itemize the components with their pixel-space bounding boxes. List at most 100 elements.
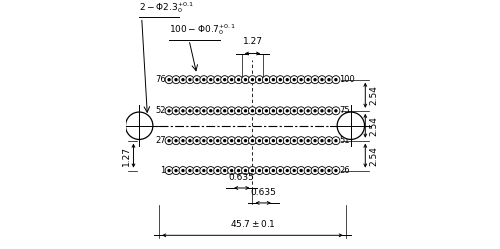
Circle shape: [228, 167, 235, 175]
Circle shape: [300, 170, 302, 172]
Circle shape: [328, 110, 330, 112]
Text: 26: 26: [339, 166, 350, 175]
Circle shape: [258, 110, 260, 112]
Circle shape: [314, 170, 316, 172]
Circle shape: [214, 137, 222, 145]
Circle shape: [214, 107, 222, 115]
Circle shape: [284, 76, 291, 84]
Circle shape: [228, 137, 235, 145]
Circle shape: [290, 107, 298, 115]
Text: $2-\Phi2.3^{+0.1}_{0}$: $2-\Phi2.3^{+0.1}_{0}$: [139, 0, 194, 15]
Circle shape: [244, 140, 246, 142]
Circle shape: [262, 167, 270, 175]
Circle shape: [262, 107, 270, 115]
Text: 1: 1: [160, 166, 166, 175]
Circle shape: [234, 76, 242, 84]
Circle shape: [293, 140, 295, 142]
Circle shape: [182, 110, 184, 112]
Circle shape: [196, 140, 198, 142]
Circle shape: [189, 170, 191, 172]
Circle shape: [214, 167, 222, 175]
Circle shape: [300, 79, 302, 81]
Circle shape: [165, 76, 173, 84]
Circle shape: [252, 110, 254, 112]
Circle shape: [293, 110, 295, 112]
Circle shape: [325, 76, 333, 84]
Circle shape: [311, 107, 319, 115]
Circle shape: [293, 79, 295, 81]
Circle shape: [258, 79, 260, 81]
Circle shape: [196, 170, 198, 172]
Circle shape: [238, 140, 240, 142]
Circle shape: [220, 167, 228, 175]
Circle shape: [252, 79, 254, 81]
Circle shape: [297, 107, 305, 115]
Circle shape: [216, 140, 218, 142]
Circle shape: [266, 79, 268, 81]
Text: 51: 51: [339, 136, 349, 145]
Circle shape: [272, 140, 274, 142]
Circle shape: [280, 79, 281, 81]
Circle shape: [280, 110, 281, 112]
Circle shape: [266, 110, 268, 112]
Circle shape: [207, 76, 215, 84]
Circle shape: [242, 167, 250, 175]
Circle shape: [230, 110, 232, 112]
Circle shape: [256, 137, 264, 145]
Circle shape: [203, 110, 205, 112]
Text: 100: 100: [339, 75, 355, 84]
Circle shape: [210, 140, 212, 142]
Circle shape: [272, 170, 274, 172]
Circle shape: [238, 170, 240, 172]
Circle shape: [244, 170, 246, 172]
Circle shape: [248, 137, 256, 145]
Circle shape: [172, 167, 180, 175]
Circle shape: [332, 167, 340, 175]
Circle shape: [272, 79, 274, 81]
Circle shape: [175, 79, 177, 81]
Circle shape: [314, 79, 316, 81]
Circle shape: [321, 140, 323, 142]
Circle shape: [297, 137, 305, 145]
Circle shape: [242, 107, 250, 115]
Circle shape: [321, 110, 323, 112]
Circle shape: [276, 167, 284, 175]
Circle shape: [318, 76, 326, 84]
Circle shape: [214, 76, 222, 84]
Circle shape: [193, 167, 201, 175]
Circle shape: [276, 107, 284, 115]
Circle shape: [200, 107, 208, 115]
Circle shape: [234, 137, 242, 145]
Circle shape: [270, 107, 278, 115]
Circle shape: [300, 140, 302, 142]
Circle shape: [266, 170, 268, 172]
Circle shape: [216, 79, 218, 81]
Circle shape: [186, 167, 194, 175]
Circle shape: [252, 140, 254, 142]
Circle shape: [242, 76, 250, 84]
Circle shape: [290, 137, 298, 145]
Circle shape: [311, 167, 319, 175]
Text: 0.635: 0.635: [229, 173, 254, 182]
Circle shape: [307, 79, 309, 81]
Circle shape: [325, 167, 333, 175]
Circle shape: [270, 76, 278, 84]
Circle shape: [175, 170, 177, 172]
Circle shape: [238, 110, 240, 112]
Circle shape: [182, 140, 184, 142]
Circle shape: [182, 79, 184, 81]
Text: 2.54: 2.54: [369, 85, 378, 105]
Circle shape: [311, 137, 319, 145]
Circle shape: [270, 137, 278, 145]
Circle shape: [325, 107, 333, 115]
Circle shape: [165, 137, 173, 145]
Circle shape: [328, 140, 330, 142]
Circle shape: [248, 76, 256, 84]
Circle shape: [168, 170, 170, 172]
Circle shape: [186, 137, 194, 145]
Circle shape: [172, 137, 180, 145]
Circle shape: [332, 137, 340, 145]
Circle shape: [165, 107, 173, 115]
Circle shape: [304, 167, 312, 175]
Circle shape: [304, 137, 312, 145]
